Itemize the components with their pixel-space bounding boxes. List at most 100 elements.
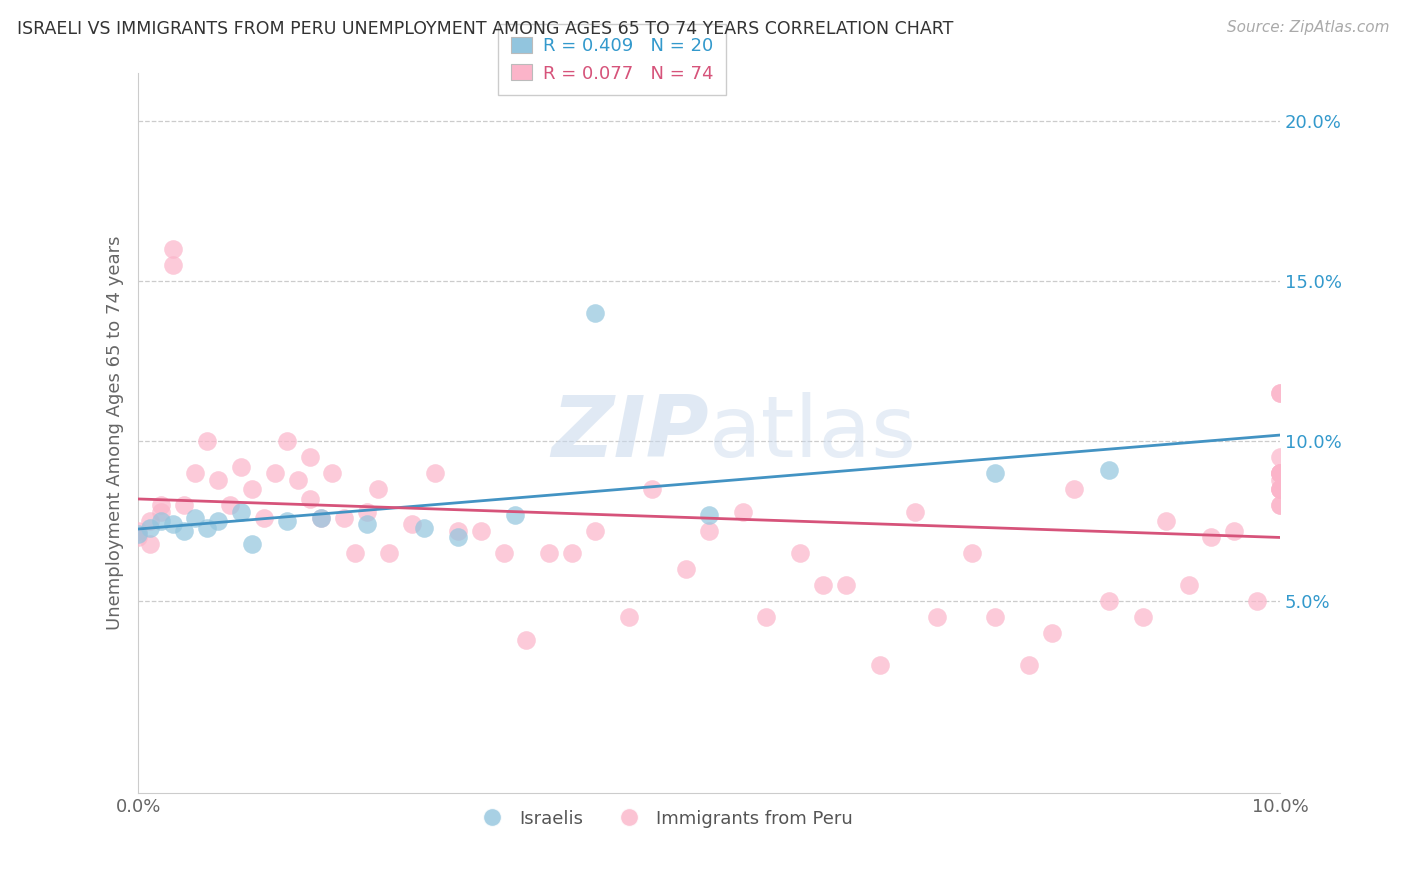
Point	[195, 434, 218, 449]
Point	[697, 524, 720, 538]
Point	[1268, 466, 1291, 480]
Point	[173, 524, 195, 538]
Point	[755, 610, 778, 624]
Point	[583, 524, 606, 538]
Point	[1040, 626, 1063, 640]
Y-axis label: Unemployment Among Ages 65 to 74 years: Unemployment Among Ages 65 to 74 years	[107, 235, 124, 631]
Point	[253, 511, 276, 525]
Point	[1132, 610, 1154, 624]
Point	[127, 524, 149, 538]
Point	[138, 536, 160, 550]
Point	[789, 546, 811, 560]
Point	[162, 517, 184, 532]
Point	[229, 505, 252, 519]
Point	[1201, 530, 1223, 544]
Point	[184, 466, 207, 480]
Point	[1268, 498, 1291, 512]
Point	[1223, 524, 1246, 538]
Point	[1246, 594, 1268, 608]
Point	[1268, 473, 1291, 487]
Point	[869, 658, 891, 673]
Point	[813, 578, 835, 592]
Point	[356, 505, 378, 519]
Point	[1018, 658, 1040, 673]
Point	[412, 520, 434, 534]
Point	[503, 508, 526, 522]
Point	[447, 530, 470, 544]
Point	[641, 482, 664, 496]
Text: ZIP: ZIP	[551, 392, 709, 475]
Point	[1268, 482, 1291, 496]
Point	[1098, 463, 1121, 477]
Point	[298, 450, 321, 465]
Point	[675, 562, 697, 576]
Point	[583, 306, 606, 320]
Point	[470, 524, 492, 538]
Point	[298, 491, 321, 506]
Point	[242, 482, 264, 496]
Point	[378, 546, 401, 560]
Point	[447, 524, 470, 538]
Point	[138, 514, 160, 528]
Text: ISRAELI VS IMMIGRANTS FROM PERU UNEMPLOYMENT AMONG AGES 65 TO 74 YEARS CORRELATI: ISRAELI VS IMMIGRANTS FROM PERU UNEMPLOY…	[17, 20, 953, 37]
Point	[276, 514, 298, 528]
Point	[367, 482, 389, 496]
Point	[333, 511, 356, 525]
Point	[321, 466, 343, 480]
Point	[207, 514, 229, 528]
Point	[356, 517, 378, 532]
Point	[733, 505, 755, 519]
Point	[1268, 386, 1291, 401]
Point	[195, 520, 218, 534]
Point	[960, 546, 983, 560]
Point	[229, 459, 252, 474]
Point	[927, 610, 949, 624]
Point	[619, 610, 641, 624]
Point	[1177, 578, 1199, 592]
Point	[150, 505, 173, 519]
Point	[127, 527, 149, 541]
Point	[1268, 466, 1291, 480]
Point	[218, 498, 240, 512]
Point	[1268, 482, 1291, 496]
Point	[1268, 386, 1291, 401]
Point	[150, 498, 173, 512]
Point	[515, 632, 537, 647]
Point	[1268, 482, 1291, 496]
Text: atlas: atlas	[709, 392, 917, 475]
Point	[697, 508, 720, 522]
Point	[264, 466, 287, 480]
Point	[423, 466, 446, 480]
Point	[1268, 466, 1291, 480]
Point	[242, 536, 264, 550]
Point	[983, 610, 1005, 624]
Point	[1268, 498, 1291, 512]
Point	[150, 514, 173, 528]
Point	[983, 466, 1005, 480]
Point	[401, 517, 423, 532]
Point	[1063, 482, 1085, 496]
Point	[127, 530, 149, 544]
Point	[344, 546, 367, 560]
Point	[835, 578, 858, 592]
Point	[162, 258, 184, 272]
Legend: Israelis, Immigrants from Peru: Israelis, Immigrants from Peru	[467, 802, 859, 835]
Point	[287, 473, 309, 487]
Text: Source: ZipAtlas.com: Source: ZipAtlas.com	[1226, 20, 1389, 35]
Point	[1268, 466, 1291, 480]
Point	[309, 511, 332, 525]
Point	[1098, 594, 1121, 608]
Point	[184, 511, 207, 525]
Point	[309, 511, 332, 525]
Point	[207, 473, 229, 487]
Point	[1154, 514, 1177, 528]
Point	[138, 520, 160, 534]
Point	[173, 498, 195, 512]
Point	[903, 505, 925, 519]
Point	[162, 242, 184, 256]
Point	[492, 546, 515, 560]
Point	[561, 546, 583, 560]
Point	[1268, 450, 1291, 465]
Point	[538, 546, 561, 560]
Point	[276, 434, 298, 449]
